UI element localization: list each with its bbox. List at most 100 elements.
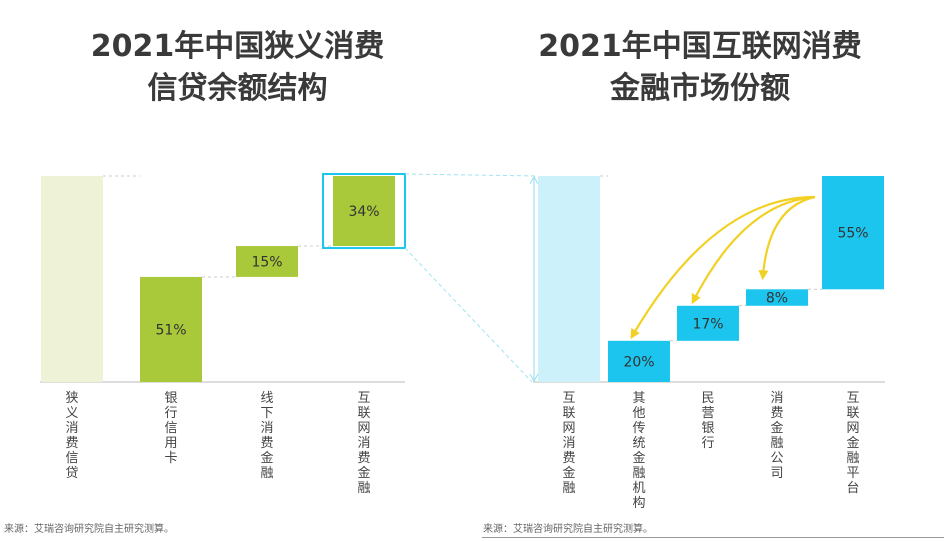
left-source-note: 来源：艾瑞咨询研究院自主研究测算。 [4,524,174,535]
bracket-arrow-top [529,175,539,185]
svg-text:他: 他 [632,406,645,421]
footer-divider [482,537,944,538]
svg-text:金: 金 [260,450,273,466]
svg-text:费: 费 [562,451,575,466]
svg-text:融: 融 [260,466,273,481]
bar-3 [677,305,739,341]
svg-text:互: 互 [357,391,370,406]
svg-text:公: 公 [770,451,783,466]
svg-text:司: 司 [770,466,783,481]
svg-text:传: 传 [632,421,645,436]
svg-text:消: 消 [260,421,273,436]
svg-text:联: 联 [562,406,575,421]
svg-text:金: 金 [770,420,783,436]
svg-text:行: 行 [164,406,177,421]
data-label-2: 20% [623,354,654,370]
bar-3 [236,246,298,277]
flow-arrow-2 [691,195,816,305]
flow-arrow-3 [758,195,816,281]
zoom-line-top [404,173,539,177]
svg-text:台: 台 [846,481,859,496]
svg-text:网: 网 [357,421,370,436]
highlight-box [322,173,406,250]
bar-4 [333,176,395,247]
svg-text:营: 营 [701,406,714,421]
zoom-connector-lines [404,173,539,383]
svg-text:互: 互 [846,391,859,406]
bar-2 [608,340,670,382]
bracket-arrow-bottom [529,373,539,383]
svg-text:金: 金 [562,465,575,481]
right-title-line-2: 金融市场份额 [610,71,790,106]
right-waterfall-chart: 互联网消费金融20%其他传统金融机构17%民营银行8%消费金融公司55%互联网金… [533,175,885,511]
svg-text:融: 融 [357,481,370,496]
svg-text:下: 下 [260,406,273,421]
bar-2 [140,276,202,382]
bar-1 [41,176,103,382]
svg-text:消: 消 [65,421,78,436]
svg-text:贷: 贷 [65,466,78,481]
svg-text:信: 信 [164,421,177,436]
left-chart-title: 2021年中国狭义消费 信贷余额结构 [40,26,435,110]
bar-5 [822,176,884,290]
svg-text:统: 统 [632,436,645,451]
svg-text:互: 互 [562,391,575,406]
svg-text:网: 网 [562,421,575,436]
svg-text:狭: 狭 [65,391,78,406]
svg-text:信: 信 [65,451,78,466]
bar-1 [538,176,600,382]
svg-text:融: 融 [562,481,575,496]
svg-text:平: 平 [846,466,859,481]
svg-text:金: 金 [846,435,859,451]
data-label-4: 34% [348,204,379,220]
data-label-3: 17% [692,316,723,332]
svg-text:费: 费 [770,406,783,421]
svg-text:机: 机 [632,481,645,496]
svg-text:融: 融 [846,451,859,466]
bar-4 [746,289,808,306]
svg-text:用: 用 [164,436,177,451]
svg-text:联: 联 [357,406,370,421]
data-label-5: 55% [837,226,868,242]
svg-text:消: 消 [357,436,370,451]
zoom-line-bottom [404,247,533,383]
svg-text:线: 线 [260,391,273,406]
right-title-line-1: 2021年中国互联网消费 [538,29,862,64]
svg-text:费: 费 [65,436,78,451]
svg-text:金: 金 [632,450,645,466]
svg-text:构: 构 [632,496,645,511]
svg-text:网: 网 [846,421,859,436]
right-chart-title: 2021年中国互联网消费 金融市场份额 [490,26,910,110]
svg-text:消: 消 [770,391,783,406]
right-source-note: 来源：艾瑞咨询研究院自主研究测算。 [483,524,653,535]
svg-text:消: 消 [562,436,575,451]
svg-text:银: 银 [164,391,177,406]
svg-text:卡: 卡 [164,451,177,466]
svg-text:费: 费 [260,436,273,451]
svg-text:融: 融 [632,466,645,481]
svg-text:其: 其 [632,391,645,406]
svg-text:费: 费 [357,451,370,466]
svg-text:金: 金 [357,465,370,481]
svg-text:融: 融 [770,436,783,451]
svg-text:行: 行 [701,436,714,451]
left-title-line-1: 2021年中国狭义消费 [90,29,385,64]
svg-text:联: 联 [846,406,859,421]
svg-text:义: 义 [65,406,78,421]
data-label-3: 15% [251,254,282,270]
svg-text:民: 民 [701,391,714,406]
flow-arrow-1 [630,195,816,340]
left-title-line-2: 信贷余额结构 [147,71,328,106]
svg-text:银: 银 [701,421,714,436]
